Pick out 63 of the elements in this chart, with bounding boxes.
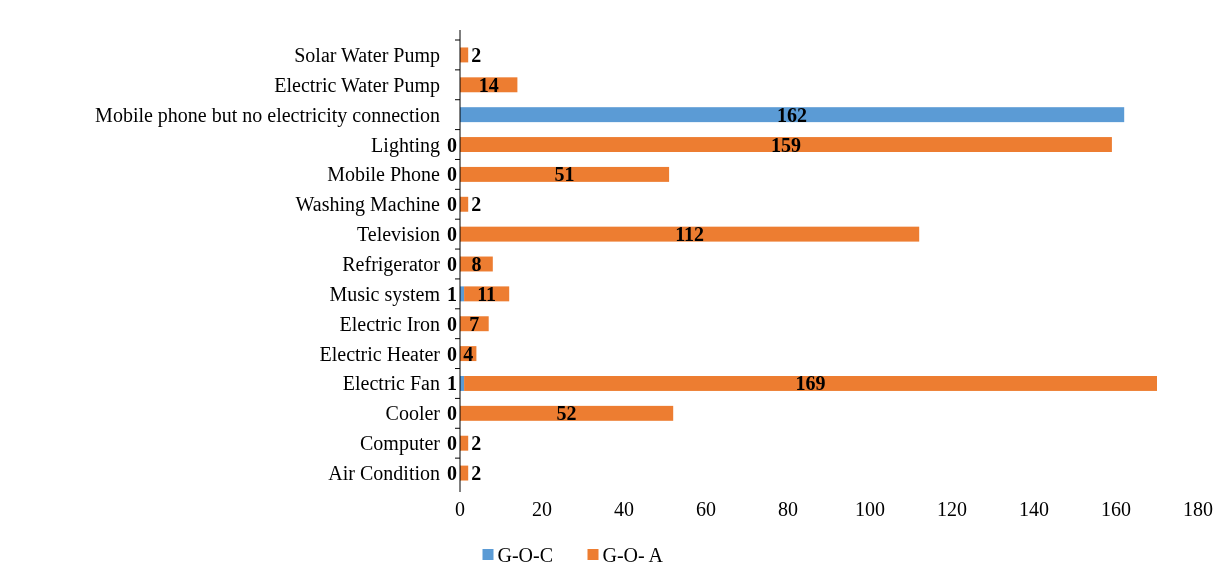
data-label: 8	[471, 253, 482, 275]
y-tick-label: Music system	[329, 282, 441, 306]
data-label: 2	[471, 432, 482, 455]
x-tick-label: 160	[1101, 498, 1131, 520]
bar	[460, 107, 1125, 123]
y-tick-label: Electric Fan	[342, 372, 440, 395]
data-label: 4	[463, 342, 474, 365]
data-label: 0	[447, 223, 457, 246]
bar	[460, 166, 670, 182]
y-tick-label: Electric Iron	[339, 312, 440, 335]
x-tick-label: 0	[455, 498, 465, 520]
x-tick-label: 80	[778, 498, 798, 520]
y-tick-label: Cooler	[385, 402, 441, 425]
y-tick-label: Refrigerator	[342, 253, 441, 276]
y-tick-label: Air Condition	[328, 462, 440, 485]
data-label: 2	[471, 43, 482, 66]
y-tick-label: Electric Water Pump	[274, 73, 440, 97]
x-tick-label: 180	[1183, 498, 1213, 520]
bar	[460, 405, 674, 421]
bar	[460, 196, 469, 212]
data-label: 0	[447, 402, 457, 425]
data-label: 0	[447, 342, 457, 365]
data-label: 0	[447, 193, 457, 216]
data-label: 0	[447, 133, 457, 156]
data-label: 112	[675, 223, 705, 246]
y-tick-label: Computer	[360, 432, 441, 456]
y-tick-label: Television	[356, 223, 440, 246]
bar	[460, 435, 469, 451]
legend-label: G-O-C	[497, 544, 554, 566]
data-label: 11	[477, 282, 497, 305]
x-tick-label: 140	[1019, 498, 1049, 520]
y-tick-label: Washing Machine	[295, 193, 441, 217]
x-tick-label: 20	[532, 498, 552, 520]
data-label: 0	[447, 312, 457, 335]
data-label: 2	[471, 462, 482, 485]
x-tick-label: 100	[855, 498, 885, 520]
x-tick-label: 120	[937, 498, 967, 520]
data-label: 0	[447, 253, 457, 275]
y-tick-label: Solar Water Pump	[294, 43, 440, 67]
data-label: 1	[447, 372, 457, 395]
data-label: 7	[469, 312, 480, 335]
data-label: 2	[471, 193, 482, 216]
y-tick-label: Mobile Phone	[327, 163, 441, 186]
bar	[460, 465, 469, 481]
data-label: 0	[447, 462, 457, 485]
bar	[460, 137, 1112, 152]
y-tick-label: Lighting	[371, 133, 440, 157]
data-label: 1	[447, 282, 457, 305]
data-label: 52	[556, 402, 577, 425]
data-label: 162	[777, 103, 808, 126]
data-label: 169	[795, 372, 826, 395]
data-label: 159	[770, 133, 801, 156]
x-tick-label: 40	[614, 498, 634, 520]
data-label: 51	[554, 163, 575, 186]
y-tick-label: Electric Heater	[319, 342, 441, 365]
legend-label: G-O- A	[602, 544, 664, 566]
data-label: 0	[447, 432, 457, 455]
bar	[460, 226, 920, 242]
data-label: 0	[447, 163, 457, 186]
data-label: 14	[478, 73, 499, 96]
x-tick-label: 60	[696, 498, 716, 520]
bar	[464, 376, 1157, 391]
y-tick-label: Mobile phone but no electricity connection	[95, 103, 440, 127]
